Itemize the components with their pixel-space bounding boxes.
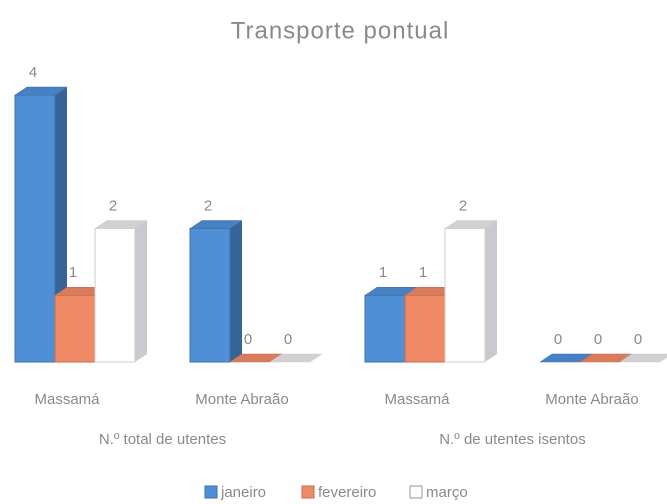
data-label: 0 [594, 331, 602, 348]
data-label: 0 [284, 331, 292, 348]
data-label: 1 [69, 264, 77, 281]
data-label: 2 [204, 197, 212, 214]
bar-side [135, 220, 147, 362]
legend-swatch [204, 485, 218, 499]
bar [404, 294, 446, 363]
legend-label: março [426, 484, 468, 501]
bar [364, 294, 406, 363]
x-tick-label: Massamá [384, 391, 450, 408]
legend-swatch [409, 485, 423, 499]
bar-top [94, 220, 148, 229]
group-label: N.º de utentes isentos [439, 431, 585, 448]
bar-top [14, 86, 68, 96]
bar-top [444, 220, 498, 229]
data-label: 1 [379, 264, 387, 281]
bar [54, 294, 96, 363]
bar-top [189, 220, 243, 229]
bar-top [269, 353, 323, 363]
bar [444, 228, 486, 363]
bar-top [619, 353, 667, 363]
x-tick-label: Massamá [34, 391, 100, 408]
data-label: 2 [109, 197, 117, 214]
bar-side [230, 220, 242, 362]
bar [94, 228, 136, 363]
x-tick-label: Monte Abraão [195, 391, 288, 408]
legend-label: fevereiro [318, 484, 376, 501]
data-label: 4 [29, 64, 37, 81]
x-tick-label: Monte Abraão [545, 391, 638, 408]
legend-swatch [301, 485, 315, 499]
group-label: N.º total de utentes [99, 431, 226, 448]
data-label: 0 [634, 331, 642, 348]
data-label: 2 [459, 197, 467, 214]
data-label: 0 [554, 331, 562, 348]
bar [189, 228, 231, 363]
data-label: 1 [419, 264, 427, 281]
bar [14, 94, 56, 363]
bar-side [485, 220, 497, 362]
chart-title: Transporte pontual [231, 17, 450, 44]
legend-label: janeiro [220, 484, 266, 501]
data-label: 0 [244, 331, 252, 348]
